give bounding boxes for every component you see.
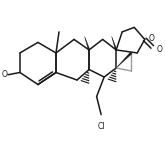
Text: O: O <box>157 45 163 54</box>
Text: O: O <box>1 70 7 79</box>
Polygon shape <box>116 52 132 68</box>
Text: O: O <box>148 34 154 43</box>
Polygon shape <box>112 36 117 50</box>
Polygon shape <box>85 36 90 50</box>
Text: Cl: Cl <box>97 122 105 131</box>
